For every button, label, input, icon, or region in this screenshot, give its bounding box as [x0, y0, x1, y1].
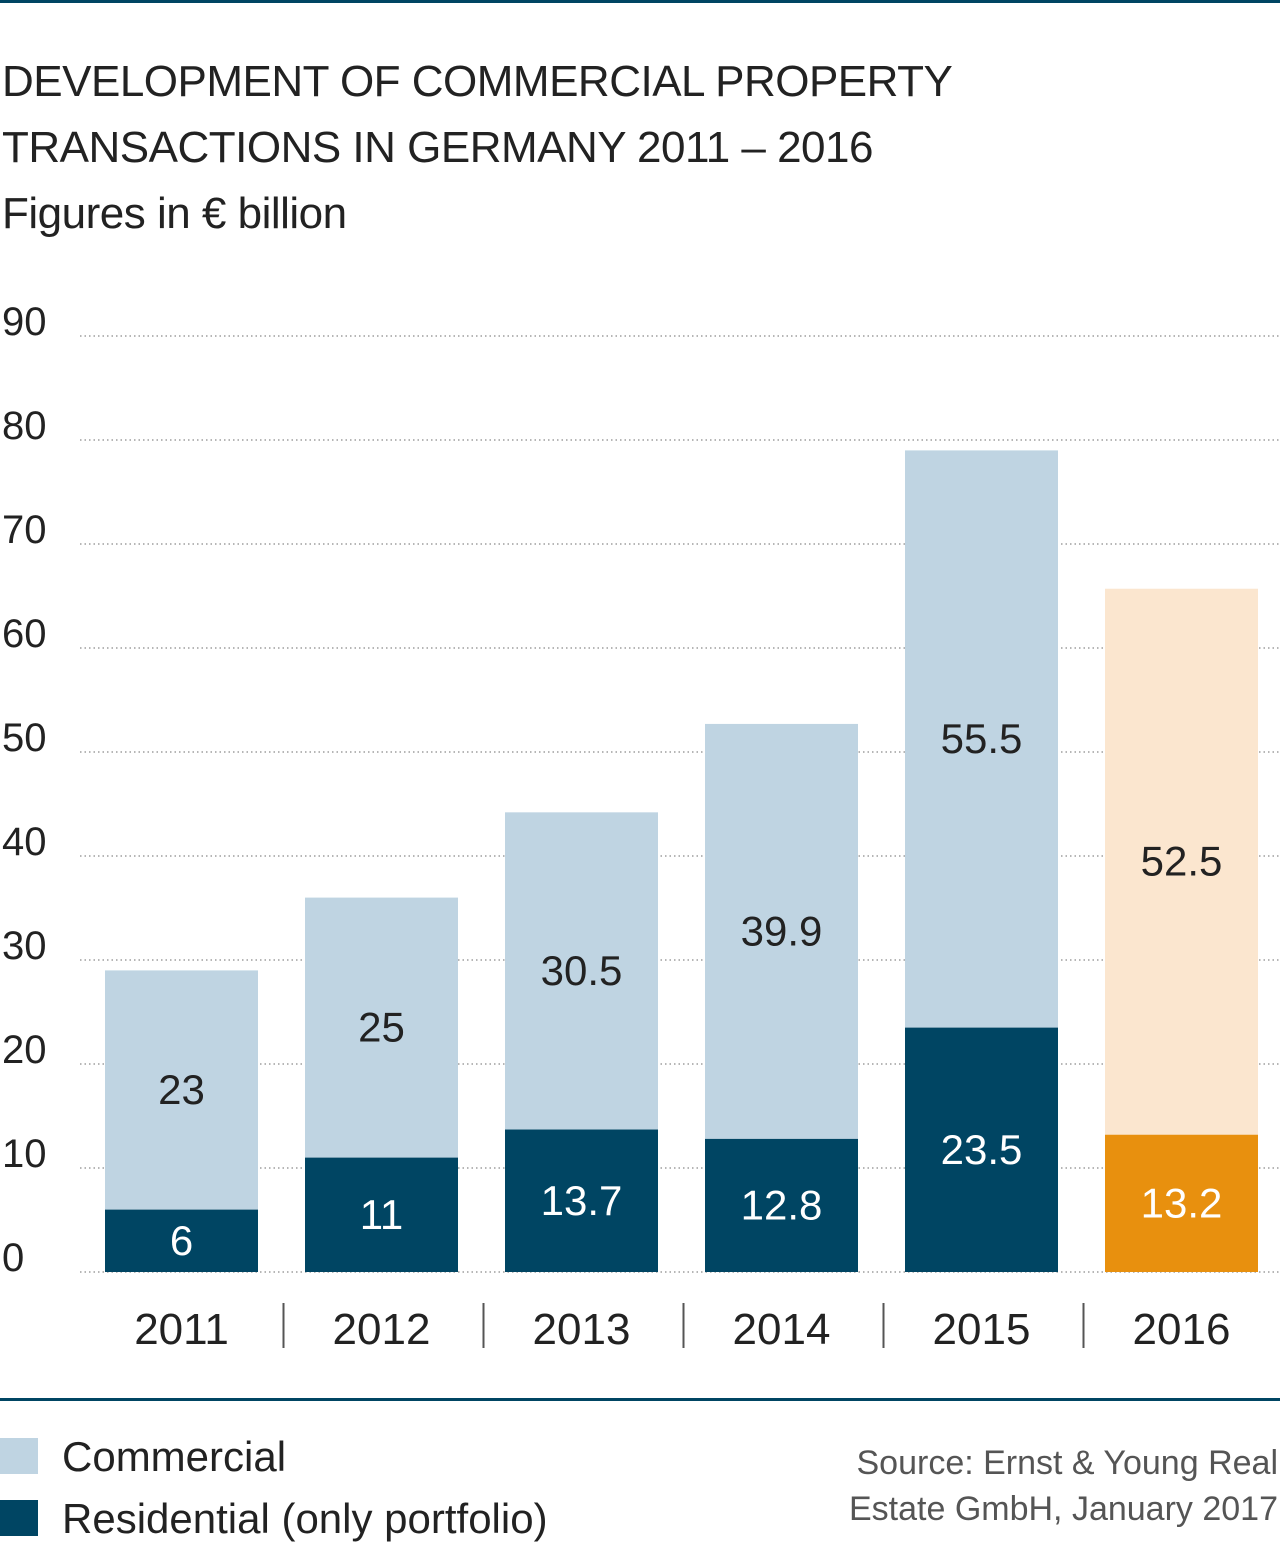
bar-residential-2016 — [1105, 1134, 1258, 1272]
x-tick-label: 2015 — [933, 1305, 1031, 1354]
bar-residential-2013 — [505, 1129, 658, 1272]
source-line-2: Estate GmbH, January 2017 — [848, 1490, 1278, 1528]
data-label-commercial: 55.5 — [941, 715, 1023, 762]
data-label-commercial: 30.5 — [541, 947, 623, 994]
y-tick-label: 40 — [2, 820, 47, 864]
y-tick-label: 60 — [2, 612, 47, 656]
legend-label-residential: Residential (only portfolio) — [62, 1495, 548, 1542]
bar-commercial-2011 — [105, 970, 258, 1210]
y-tick-label: 30 — [2, 924, 47, 968]
y-tick-label: 50 — [2, 716, 47, 760]
x-tick-label: 2012 — [333, 1305, 431, 1354]
legend-swatch-commercial — [0, 1438, 38, 1474]
chart-title-line-2: TRANSACTIONS IN GERMANY 2011 – 2016 — [2, 123, 873, 172]
bar-commercial-2014 — [705, 723, 858, 1139]
y-tick-label: 80 — [2, 404, 47, 448]
legend-swatch-residential — [0, 1500, 38, 1536]
y-tick-label: 70 — [2, 508, 47, 552]
x-tick-label: 2011 — [134, 1305, 229, 1354]
bar-residential-2015 — [905, 1027, 1058, 1272]
x-tick-label: 2016 — [1133, 1305, 1231, 1354]
data-label-residential: 11 — [360, 1191, 404, 1238]
top-rule — [0, 0, 1280, 3]
data-label-residential: 13.7 — [541, 1177, 623, 1224]
bar-commercial-2016 — [1105, 588, 1258, 1135]
data-label-commercial: 39.9 — [741, 907, 823, 954]
y-tick-label: 10 — [2, 1132, 47, 1176]
bar-residential-2011 — [105, 1209, 258, 1272]
y-tick-label: 0 — [2, 1236, 24, 1280]
bar-commercial-2013 — [505, 812, 658, 1130]
bottom-rule — [0, 1398, 1280, 1401]
legend-label-commercial: Commercial — [62, 1433, 287, 1480]
data-label-commercial: 23 — [158, 1066, 205, 1113]
data-label-commercial: 25 — [358, 1004, 405, 1051]
bar-commercial-2012 — [305, 897, 458, 1158]
y-tick-label: 20 — [2, 1028, 47, 1072]
source-line-1: Source: Ernst & Young Real — [856, 1444, 1279, 1482]
data-label-commercial: 52.5 — [1141, 838, 1223, 885]
x-tick-label: 2013 — [533, 1305, 631, 1354]
data-label-residential: 6 — [170, 1217, 193, 1264]
source-note: Source: Ernst & Young Real Estate GmbH, … — [849, 1440, 1278, 1532]
y-tick-label: 90 — [2, 300, 47, 344]
chart-title-line-1: DEVELOPMENT OF COMMERCIAL PROPERTY — [2, 57, 953, 106]
data-label-residential: 23.5 — [941, 1126, 1023, 1173]
data-label-residential: 12.8 — [741, 1181, 823, 1228]
chart-subtitle: Figures in € billion — [2, 189, 347, 238]
bar-commercial-2015 — [905, 450, 1058, 1028]
bar-residential-2012 — [305, 1157, 458, 1272]
bar-residential-2014 — [705, 1138, 858, 1272]
stacked-bar-chart: 0 10 20 30 40 50 60 70 80 90 23 6 2011 25 11 2012 30.5 13… — [2, 300, 1280, 1354]
data-label-residential: 13.2 — [1141, 1179, 1223, 1226]
x-tick-label: 2014 — [733, 1305, 831, 1354]
